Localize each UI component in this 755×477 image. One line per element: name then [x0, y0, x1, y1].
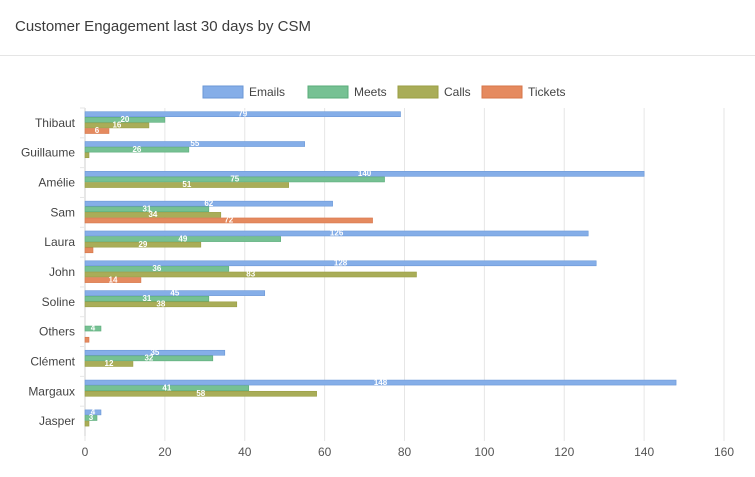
bar-calls-laura	[84, 241, 202, 248]
bar-tickets-others	[84, 336, 90, 343]
bar-meets-sam	[84, 206, 210, 213]
bar-emails-guillaume	[84, 141, 305, 147]
bar-calls-thibaut	[84, 122, 150, 129]
y-category-label-john: John	[49, 265, 75, 279]
bar-calls-amelie	[84, 182, 289, 188]
legend-label-meets: Meets	[354, 85, 387, 99]
data-label-meets-soline: 31	[142, 294, 151, 303]
legend-label-calls: Calls	[444, 85, 471, 99]
bar-meets-amelie	[84, 176, 385, 183]
data-label-emails-guillaume: 55	[190, 139, 199, 148]
x-tick-label: 160	[714, 445, 734, 459]
data-label-meets-john: 36	[152, 264, 161, 273]
data-label-tickets-sam: 72	[224, 216, 233, 225]
bar-meets-thibaut	[84, 117, 166, 123]
data-label-meets-clement: 32	[144, 354, 153, 363]
y-category-label-guillaume: Guillaume	[21, 146, 75, 160]
y-category-label-sam: Sam	[50, 205, 75, 219]
legend-label-emails: Emails	[249, 85, 285, 99]
x-tick-label: 120	[554, 445, 574, 459]
bar-meets-others	[84, 325, 102, 332]
bar-meets-guillaume	[84, 146, 190, 153]
data-label-meets-laura: 49	[178, 234, 187, 243]
bar-meets-clement	[84, 355, 214, 362]
data-label-tickets-thibaut: 6	[95, 126, 100, 135]
y-category-label-jasper: Jasper	[39, 414, 75, 428]
bar-emails-margaux	[84, 379, 677, 386]
data-label-calls-john: 83	[246, 270, 255, 279]
data-label-meets-sam: 31	[142, 204, 151, 213]
data-label-calls-clement: 12	[105, 359, 114, 368]
data-label-calls-amelie: 51	[182, 180, 191, 189]
data-label-meets-amelie: 75	[230, 175, 239, 184]
bar-calls-john	[84, 271, 417, 278]
legend-swatch-tickets	[481, 85, 523, 99]
bar-meets-soline	[84, 295, 210, 302]
bar-meets-john	[84, 266, 230, 272]
bar-meets-margaux	[84, 385, 250, 391]
data-label-emails-margaux: 148	[374, 378, 388, 387]
data-label-emails-clement: 35	[150, 348, 159, 357]
legend-swatch-calls	[397, 85, 439, 99]
bar-emails-clement	[84, 349, 226, 356]
bar-emails-amelie	[84, 171, 645, 177]
chart-title: Customer Engagement last 30 days by CSM	[0, 0, 755, 56]
bar-tickets-john	[84, 277, 142, 283]
legend-label-tickets: Tickets	[528, 85, 566, 99]
y-category-label-soline: Soline	[42, 295, 76, 309]
x-tick-label: 80	[398, 445, 412, 459]
data-label-meets-margaux: 41	[162, 383, 171, 392]
bar-calls-guillaume	[84, 152, 90, 159]
bar-calls-soline	[84, 301, 238, 308]
y-category-label-thibaut: Thibaut	[35, 116, 76, 130]
data-label-emails-thibaut: 79	[238, 109, 247, 118]
bar-emails-john	[84, 260, 597, 267]
x-tick-label: 20	[158, 445, 172, 459]
y-category-label-laura: Laura	[44, 235, 75, 249]
data-label-emails-sam: 62	[204, 199, 213, 208]
bar-calls-jasper	[84, 420, 90, 427]
bar-calls-clement	[84, 361, 134, 367]
bar-tickets-sam	[84, 217, 373, 224]
bar-emails-thibaut	[84, 111, 401, 118]
bar-emails-jasper	[84, 409, 102, 416]
bar-emails-sam	[84, 200, 333, 207]
bar-calls-sam	[84, 212, 222, 218]
legend-swatch-meets	[307, 85, 349, 99]
data-label-emails-john: 128	[334, 259, 348, 268]
data-label-calls-margaux: 58	[196, 389, 205, 398]
x-tick-label: 100	[474, 445, 494, 459]
bar-tickets-thibaut	[84, 128, 110, 134]
bar-tickets-laura	[84, 247, 94, 254]
y-category-label-amelie: Amélie	[38, 176, 75, 190]
bar-meets-laura	[84, 236, 281, 242]
x-tick-label: 140	[634, 445, 654, 459]
x-tick-label: 60	[318, 445, 332, 459]
data-label-emails-soline: 45	[170, 288, 179, 297]
y-category-label-margaux: Margaux	[28, 384, 75, 398]
y-category-label-others: Others	[39, 325, 75, 339]
data-label-calls-soline: 38	[156, 300, 165, 309]
data-label-meets-guillaume: 26	[132, 145, 141, 154]
data-label-meets-jasper: 3	[89, 413, 94, 422]
bar-emails-soline	[84, 290, 266, 296]
data-label-meets-others: 4	[91, 324, 96, 333]
legend-swatch-emails	[202, 85, 244, 99]
data-label-tickets-john: 14	[109, 275, 118, 284]
x-tick-label: 0	[82, 445, 89, 459]
data-label-emails-jasper: 4	[91, 408, 96, 417]
data-label-emails-amelie: 140	[358, 169, 372, 178]
data-label-meets-thibaut: 20	[120, 115, 129, 124]
engagement-bar-chart: 0 20 40 60 80 100 120 140 160 Thibaut Guillaume Amé…	[21, 85, 734, 459]
data-label-calls-thibaut: 16	[112, 121, 121, 130]
bar-emails-laura	[84, 230, 589, 237]
y-category-label-clement: Clément	[30, 354, 75, 368]
x-tick-label: 40	[238, 445, 252, 459]
data-label-calls-laura: 29	[138, 240, 147, 249]
bar-calls-margaux	[84, 390, 317, 397]
data-label-calls-sam: 34	[148, 210, 157, 219]
data-label-emails-laura: 126	[330, 229, 344, 238]
bar-meets-jasper	[84, 415, 98, 421]
